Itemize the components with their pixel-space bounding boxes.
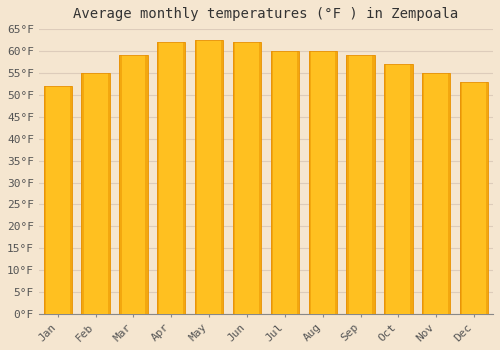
Bar [259,42,261,314]
Bar [119,55,122,314]
Bar [119,55,148,314]
Bar [108,73,110,314]
Bar [460,82,488,314]
Bar [183,42,186,314]
Bar [233,42,235,314]
Bar [270,51,299,314]
Bar [157,42,186,314]
Bar [44,86,46,314]
Bar [195,40,224,314]
Bar [422,73,424,314]
Bar [372,55,375,314]
Bar [410,64,412,314]
Bar [334,51,337,314]
Bar [486,82,488,314]
Bar [221,40,224,314]
Bar [157,42,160,314]
Bar [384,64,412,314]
Bar [346,55,375,314]
Bar [44,86,72,314]
Bar [460,82,462,314]
Bar [308,51,337,314]
Bar [82,73,84,314]
Bar [448,73,450,314]
Title: Average monthly temperatures (°F ) in Zempoala: Average monthly temperatures (°F ) in Ze… [74,7,458,21]
Bar [422,73,450,314]
Bar [195,40,197,314]
Bar [146,55,148,314]
Bar [297,51,299,314]
Bar [346,55,348,314]
Bar [82,73,110,314]
Bar [233,42,261,314]
Bar [384,64,386,314]
Bar [70,86,72,314]
Bar [308,51,311,314]
Bar [270,51,273,314]
